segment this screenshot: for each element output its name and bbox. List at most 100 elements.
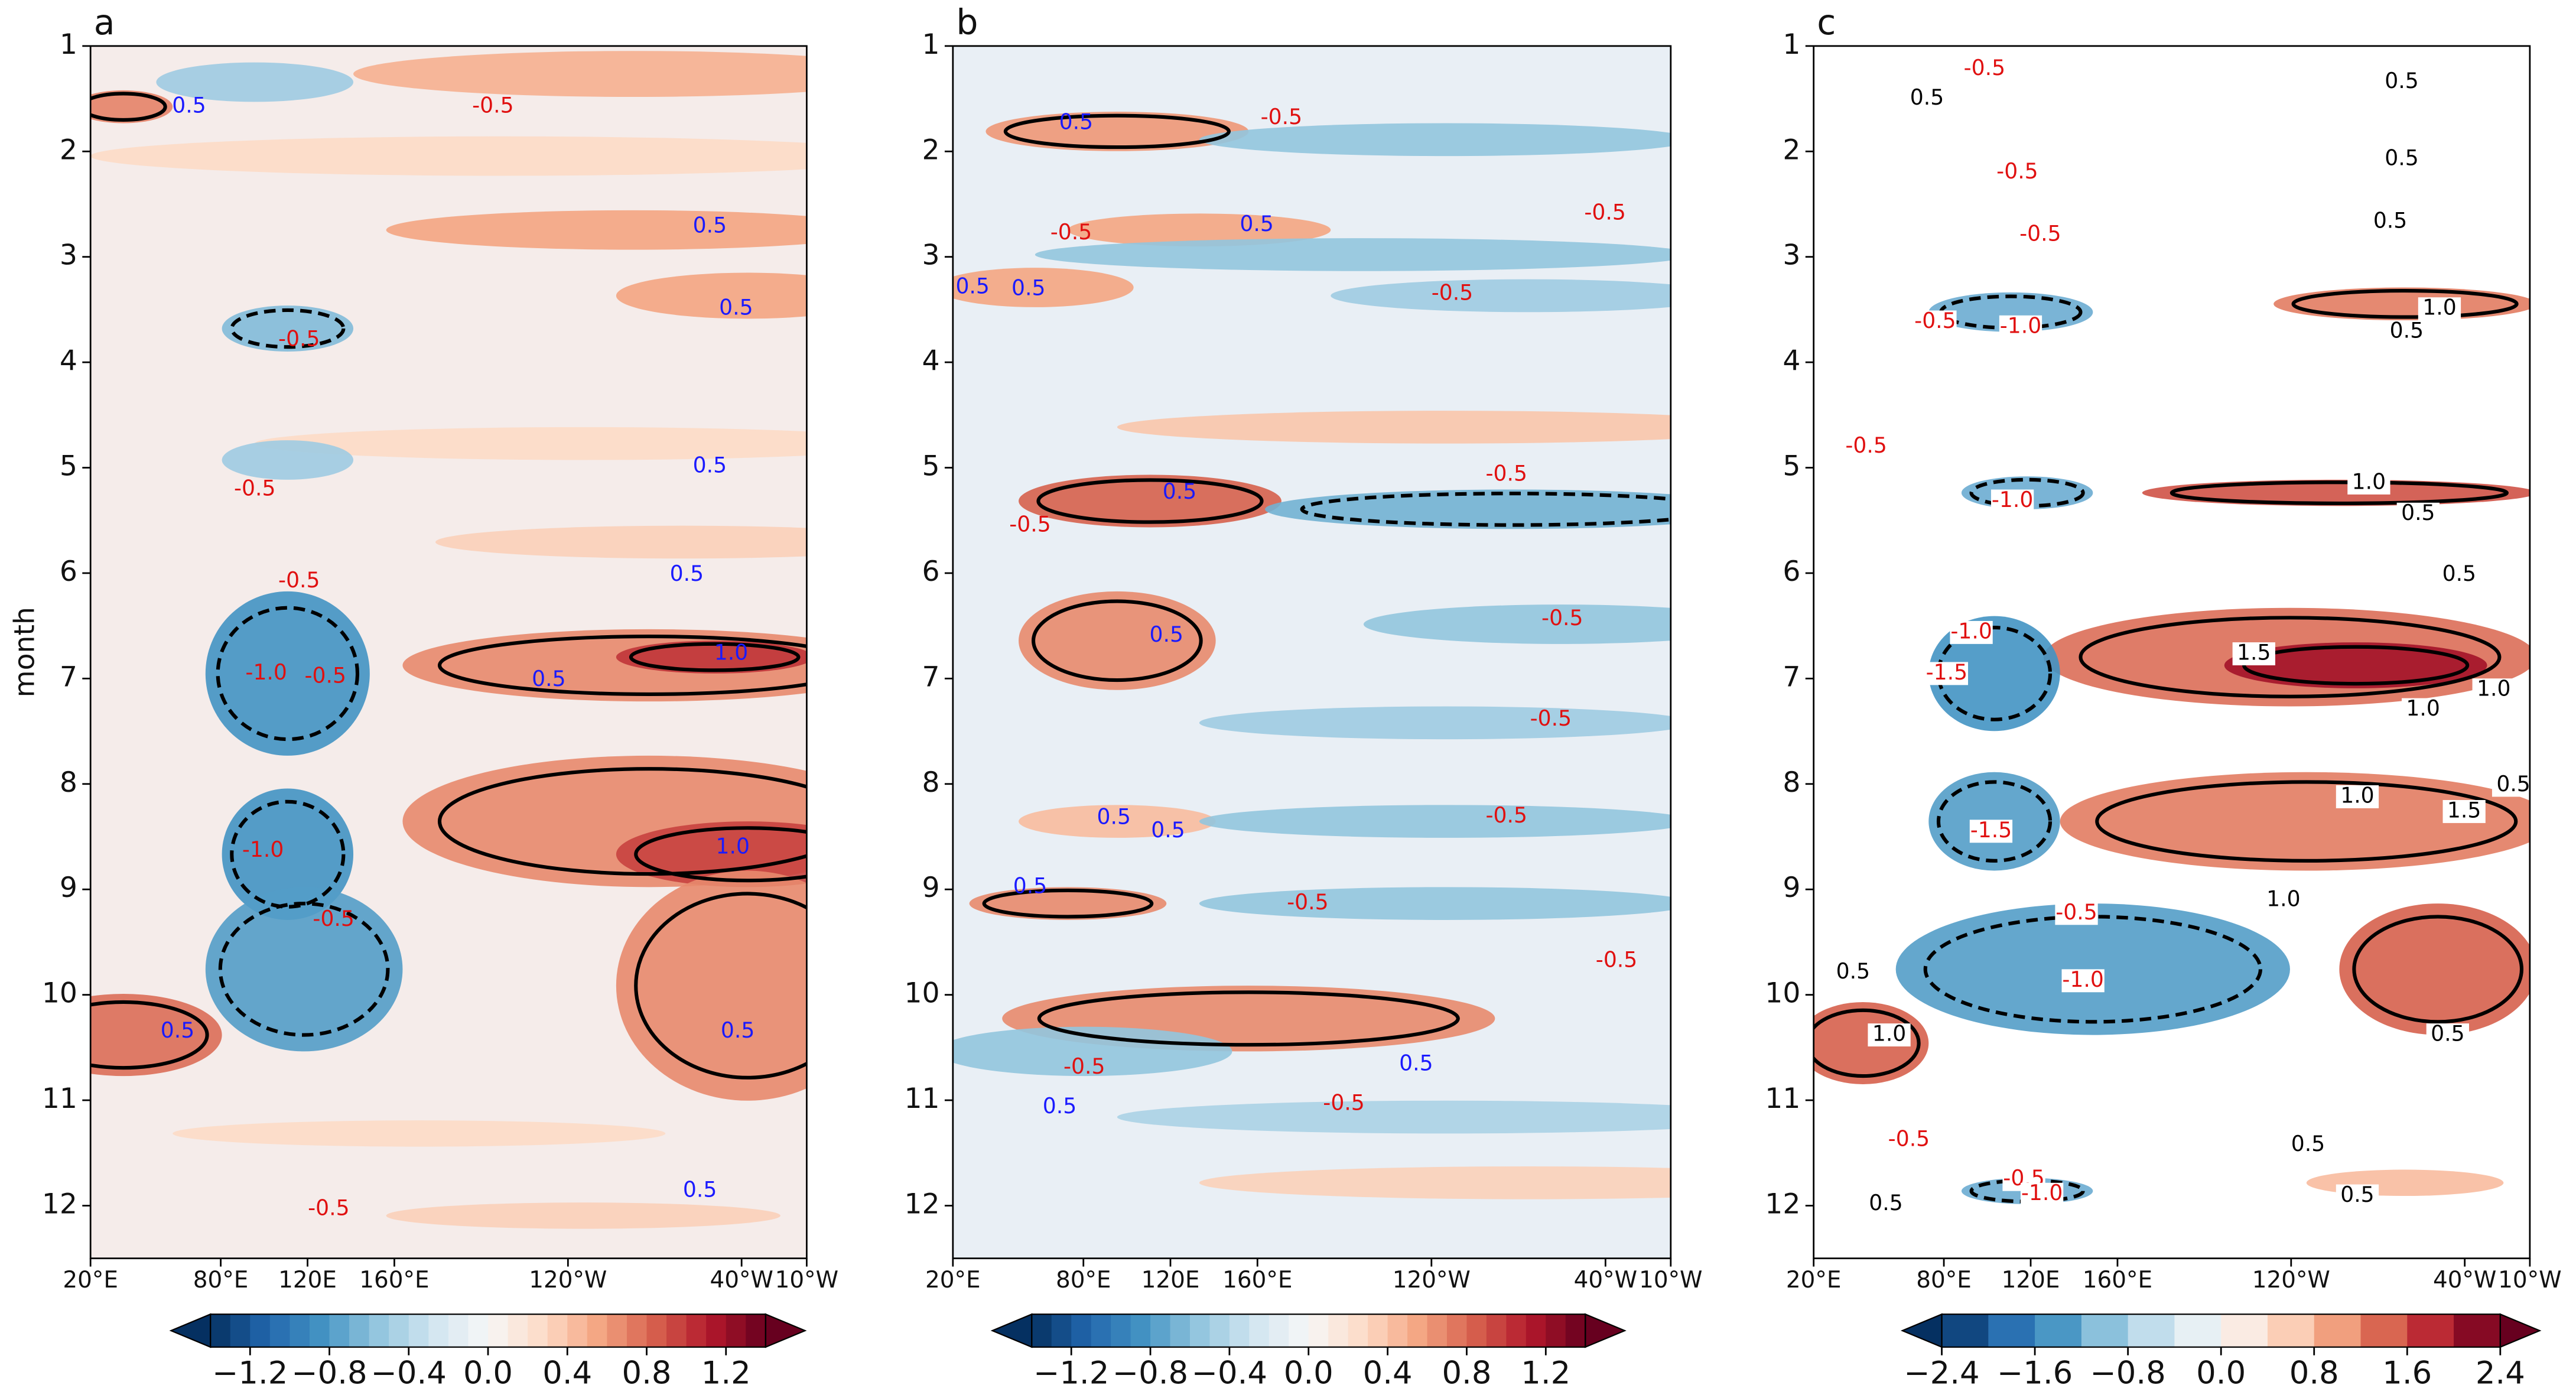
- colorbar-tick-label: −0.8: [1113, 1355, 1188, 1392]
- y-tick-label: 11: [42, 1082, 77, 1115]
- colorbar-bin: [448, 1314, 469, 1347]
- contour-label: 0.5: [1240, 211, 1273, 236]
- y-tick-label: 7: [60, 661, 77, 693]
- contour-label: -0.5: [1063, 1054, 1105, 1079]
- x-tick-label: 20°E: [1786, 1267, 1842, 1293]
- y-tick-label: 1: [1783, 28, 1800, 61]
- colorbar-bin: [1446, 1314, 1468, 1347]
- contour-label: -1.0: [1992, 487, 2033, 512]
- contour-label: 0.5: [2442, 561, 2476, 586]
- y-tick-label: 12: [904, 1188, 939, 1220]
- colorbar-tick-label: −1.2: [212, 1355, 288, 1392]
- colorbar-bin: [1565, 1314, 1586, 1347]
- colorbar-tick-label: 0.8: [1442, 1355, 1491, 1392]
- field-patch: [1019, 591, 1216, 690]
- contour-label: -1.5: [1926, 659, 1967, 685]
- panel: -0.50.50.50.5-0.5-0.50.51.00.5-0.5 -1.0-0…: [1813, 45, 2530, 1259]
- colorbar-arrow: [1585, 1313, 1627, 1348]
- contour-label: -1.0: [242, 837, 284, 862]
- y-tick-label: 4: [922, 344, 940, 377]
- colorbar-bin: [428, 1314, 450, 1347]
- colorbar-tick-label: −0.8: [2090, 1355, 2166, 1392]
- field-patch: [2273, 287, 2530, 321]
- contour-label: 0.5: [2385, 145, 2418, 171]
- colorbar-bin: [746, 1314, 767, 1347]
- colorbar-bin: [1130, 1314, 1152, 1347]
- field-patch: [205, 591, 370, 756]
- x-tick-label: 120E: [2002, 1267, 2060, 1293]
- colorbar-arrow: [2499, 1313, 2542, 1348]
- y-tick-label: 3: [1783, 239, 1800, 272]
- field-patch: [2339, 903, 2530, 1035]
- x-tick-label: 120E: [1141, 1267, 1200, 1293]
- contour-label-bg: [1963, 57, 2006, 81]
- y-tick-label: 4: [1783, 344, 1800, 377]
- colorbar-bin: [607, 1314, 628, 1347]
- colorbar-bin: [706, 1314, 727, 1347]
- contour-line: [1032, 599, 1203, 682]
- field-patch: [386, 1202, 780, 1229]
- colorbar-bin: [2035, 1314, 2083, 1347]
- field-patch: [616, 641, 807, 674]
- field-patch: [616, 272, 807, 319]
- y-tick-label: 11: [1765, 1082, 1800, 1115]
- contour-label: -0.5: [472, 93, 514, 118]
- colorbar-bin: [389, 1314, 410, 1347]
- y-tick-label: 8: [922, 766, 940, 799]
- contour-label: -0.5: [313, 906, 354, 931]
- contour-label-bg: [1914, 310, 1957, 334]
- y-tick-label: 12: [42, 1188, 77, 1220]
- contour-label-bg: [2336, 1184, 2379, 1208]
- contour-label: 0.5: [693, 213, 727, 238]
- contour-label: -0.5: [1596, 947, 1638, 972]
- field-patch: [952, 268, 1134, 307]
- colorbar-bin: [1308, 1314, 1329, 1347]
- y-tick-label: 1: [60, 28, 77, 61]
- contour-label-bg: [1996, 161, 2039, 184]
- colorbar-tick-label: 2.4: [2476, 1355, 2525, 1392]
- colorbar-bin: [1387, 1314, 1409, 1347]
- colorbar-bin: [1170, 1314, 1191, 1347]
- colorbar-bin: [2174, 1314, 2222, 1347]
- colorbar-bin: [1209, 1314, 1231, 1347]
- y-tick-label: 9: [922, 872, 940, 904]
- contour-label: -0.5: [1530, 705, 1572, 731]
- colorbar-arrow: [1900, 1313, 1943, 1348]
- contour-label: 0.5: [2291, 1131, 2325, 1156]
- field-patch: [1199, 1166, 1671, 1199]
- contour-label: 0.5: [1059, 109, 1093, 135]
- x-tick-label: 10°W: [2498, 1267, 2561, 1293]
- y-tick-label: 5: [922, 450, 940, 483]
- contour-label: -0.5: [1323, 1090, 1365, 1115]
- contour-label: 0.5: [2385, 68, 2418, 93]
- x-tick-label: 10°W: [775, 1267, 838, 1293]
- contour-label-bg: [2286, 1133, 2330, 1157]
- y-tick-label: 7: [922, 661, 940, 693]
- contour-label: 0.5: [719, 295, 753, 320]
- contour-label-bg: [1925, 662, 1969, 685]
- colorbar-bin: [408, 1314, 430, 1347]
- contour-label-bg: [1887, 1129, 1931, 1152]
- contour-label-bg: [2380, 70, 2424, 94]
- field-patch: [222, 788, 354, 920]
- field-patch: [969, 887, 1167, 920]
- x-tick-label: 10°W: [1639, 1267, 1702, 1293]
- colorbar-bin: [1546, 1314, 1567, 1347]
- colorbar-bin: [1526, 1314, 1547, 1347]
- field-patch: [1068, 213, 1331, 247]
- contour-label: -0.5: [278, 567, 320, 593]
- contour-line: [438, 635, 807, 696]
- contour-label: -0.5: [1050, 219, 1092, 245]
- colorbar-tick-label: −1.6: [1997, 1355, 2073, 1392]
- y-tick-label: 8: [60, 766, 77, 799]
- colorbar-bin: [1229, 1314, 1250, 1347]
- field-patch: [1928, 616, 2060, 731]
- colorbar-bin: [2081, 1314, 2129, 1347]
- y-tick-label: 5: [1783, 450, 1800, 483]
- contour-label: 0.5: [693, 453, 727, 478]
- colorbar-bin: [2221, 1314, 2269, 1347]
- contour-label: -0.5: [1009, 512, 1051, 537]
- y-tick-label: 6: [1783, 555, 1800, 588]
- y-tick-label: 5: [60, 450, 77, 483]
- field-patch: [985, 112, 1249, 151]
